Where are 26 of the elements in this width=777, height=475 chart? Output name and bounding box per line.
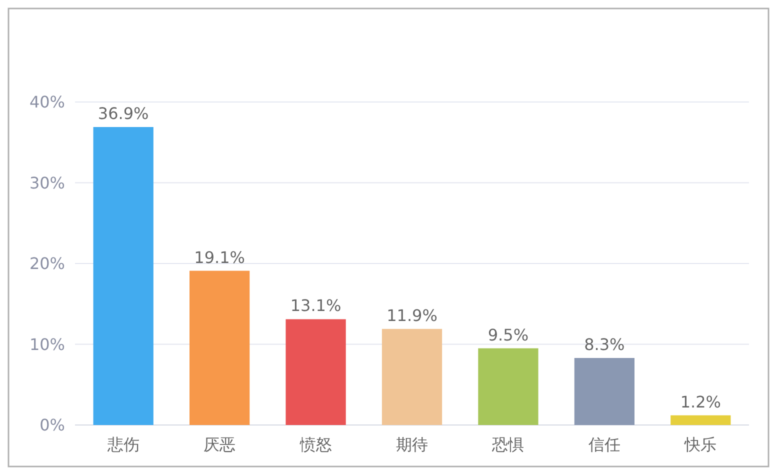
bar	[670, 415, 731, 425]
y-tick-label: 10%	[29, 334, 65, 354]
data-label: 36.9%	[98, 104, 149, 124]
x-tick-label: 期待	[396, 435, 428, 454]
data-label: 19.1%	[194, 248, 245, 267]
bar	[286, 319, 346, 425]
bar	[574, 358, 634, 425]
bar	[382, 328, 442, 425]
bar	[478, 348, 538, 425]
y-tick-label: 40%	[29, 92, 65, 112]
bar	[93, 127, 154, 425]
bar	[190, 270, 250, 425]
x-tick-label: 快乐	[684, 435, 717, 454]
data-label: 8.3%	[584, 334, 625, 354]
x-tick-label: 厌恶	[204, 435, 236, 454]
y-tick-label: 30%	[29, 173, 65, 192]
data-label: 1.2%	[680, 392, 721, 412]
x-tick-label: 恐惧	[491, 435, 524, 454]
data-label: 11.9%	[386, 306, 438, 325]
y-tick-label: 0%	[40, 416, 65, 435]
x-tick-label: 悲伤	[106, 435, 140, 454]
data-label: 9.5%	[488, 325, 529, 344]
y-tick-label: 20%	[29, 254, 65, 274]
data-label: 13.1%	[290, 296, 342, 316]
x-tick-label: 愤怒	[298, 435, 332, 454]
x-tick-label: 信任	[588, 435, 620, 454]
